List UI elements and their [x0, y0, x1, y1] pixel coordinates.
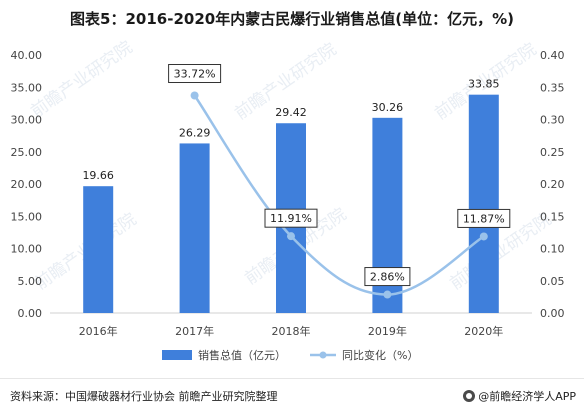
bar	[468, 94, 499, 313]
source-note: 资料来源：中国爆破器材行业协会 前瞻产业研究院整理	[10, 390, 278, 403]
legend-bar-label: 销售总值（亿元）	[198, 348, 286, 362]
line-label-box	[364, 267, 411, 287]
line-value-label: 33.72%	[174, 68, 216, 81]
brand-logo-icon	[463, 390, 476, 402]
x-tick-label: 2016年	[79, 324, 118, 338]
y-left-tick-label: 15.00	[11, 210, 43, 223]
line-value-label: 11.91%	[270, 212, 312, 225]
line-point	[383, 290, 392, 299]
x-tick-label: 2020年	[464, 324, 503, 338]
line-point	[190, 91, 199, 100]
y-right-tick-label: 0.15	[540, 210, 565, 223]
legend-bar-swatch	[162, 350, 192, 360]
line-label-box	[264, 208, 318, 228]
line-label-box	[457, 208, 511, 228]
y-left-tick-label: 35.00	[11, 81, 43, 94]
y-right-tick-label: 0.40	[540, 49, 565, 62]
x-tick-label: 2019年	[368, 324, 407, 338]
y-left-tick-label: 20.00	[11, 178, 43, 191]
y-right-tick-label: 0.30	[540, 114, 565, 127]
y-left-tick-label: 40.00	[11, 49, 43, 62]
y-right-tick-label: 0.10	[540, 243, 565, 256]
y-right-tick-label: 0.35	[540, 81, 565, 94]
line-value-label: 11.87%	[463, 212, 505, 225]
bar-value-label: 26.29	[179, 126, 211, 139]
chart-svg: 前瞻产业研究院前瞻产业研究院前瞻产业研究院前瞻产业研究院前瞻产业研究院前瞻产业研…	[11, 37, 565, 362]
chart-title: 图表5：2016-2020年内蒙古民爆行业销售总值(单位：亿元，%)	[70, 10, 514, 28]
y-left-tick-label: 25.00	[11, 146, 43, 159]
y-left-tick-label: 5.00	[18, 275, 43, 288]
legend-line-marker	[319, 351, 327, 359]
y-left-tick-label: 0.00	[18, 307, 43, 320]
line-point	[287, 232, 295, 241]
y-right-tick-label: 0.00	[540, 307, 565, 320]
bar	[179, 143, 210, 313]
watermark-text: 前瞻产业研究院	[27, 37, 136, 122]
y-right-tick-label: 0.25	[540, 146, 565, 159]
bar-value-label: 29.42	[275, 106, 307, 119]
legend-line-label: 同比变化（%）	[342, 348, 418, 362]
brand-credit: @前瞻经济学人APP	[463, 388, 576, 404]
bar-value-label: 30.26	[372, 101, 404, 114]
footer-divider	[0, 378, 584, 379]
x-tick-label: 2018年	[272, 324, 311, 338]
bar	[83, 186, 114, 313]
bar-value-label: 19.66	[82, 169, 114, 182]
y-left-tick-label: 30.00	[11, 114, 43, 127]
line-value-label: 2.86%	[370, 271, 405, 284]
y-right-tick-label: 0.05	[540, 275, 565, 288]
line-label-box	[168, 64, 222, 84]
brand-text: @前瞻经济学人APP	[478, 390, 576, 403]
x-tick-label: 2017年	[175, 324, 214, 338]
y-left-tick-label: 10.00	[11, 243, 43, 256]
line-point	[479, 232, 488, 241]
line-series-path	[193, 94, 485, 296]
bar-value-label: 33.85	[468, 78, 500, 91]
y-right-tick-label: 0.20	[540, 178, 565, 191]
